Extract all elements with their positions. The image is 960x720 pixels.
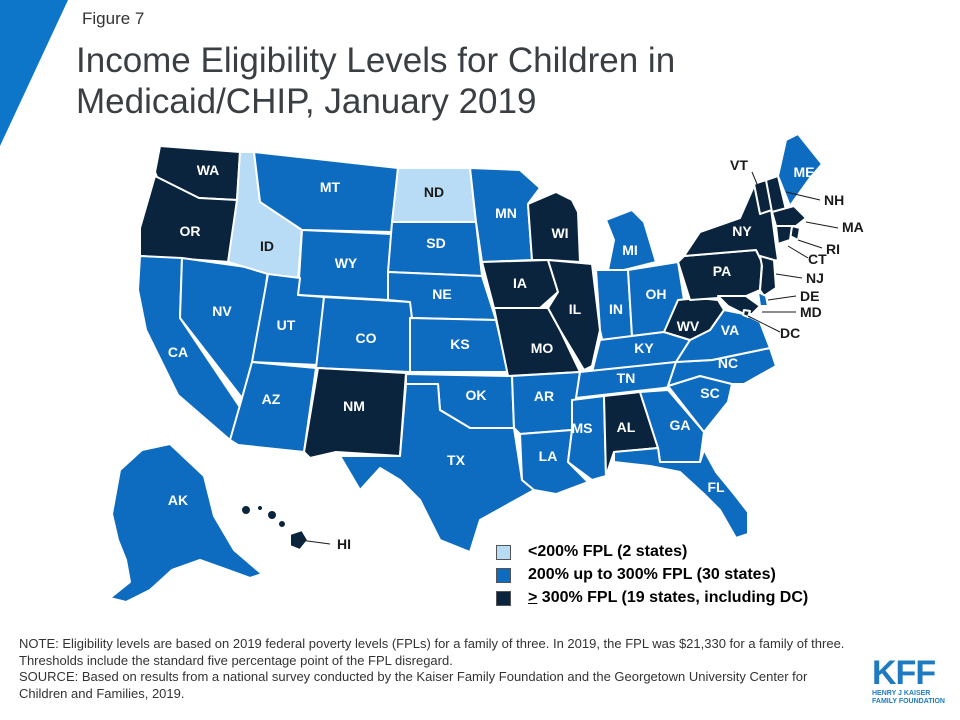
state-CT [775,225,793,245]
state-label-VA: VA [721,322,739,338]
legend-text-high: 300% FPL (19 states, including DC) [537,589,809,606]
state-labels: WA OR CA NV ID MT WY UT AZ CO NM ND SD N… [168,157,864,552]
note-text: NOTE: Eligibility levels are based on 20… [19,636,845,668]
state-label-NH: NH [824,192,844,208]
state-label-NJ: NJ [806,270,824,286]
state-label-MS: MS [572,420,593,436]
state-MA [771,205,807,227]
figure-label: Figure 7 [82,9,145,28]
state-HI [256,504,264,512]
state-MO [493,307,581,377]
state-label-AL: AL [617,419,636,435]
legend-swatch-mid [496,568,511,583]
state-label-AZ: AZ [262,391,281,407]
state-MI [605,209,657,271]
state-label-IA: IA [513,275,527,291]
state-label-MA: MA [842,219,864,235]
state-label-IL: IL [569,301,582,317]
state-label-MN: MN [495,205,517,221]
state-label-SC: SC [700,385,719,401]
state-label-WA: WA [197,162,220,178]
state-HI [289,529,309,551]
footnote: NOTE: Eligibility levels are based on 20… [19,636,854,702]
leader-lines [299,171,839,545]
state-NJ [759,255,777,297]
legend-label-mid: 200% up to 300% FPL (30 states) [528,566,776,583]
state-label-NV: NV [212,303,232,319]
corner-accent [0,0,68,146]
state-label-GA: GA [670,417,691,433]
state-label-OK: OK [466,387,487,403]
logo-mark: KFF [872,654,936,692]
state-label-LA: LA [539,448,558,464]
logo-line-2: FAMILY FOUNDATION [872,698,945,705]
state-DE [757,291,769,307]
state-label-IN: IN [609,301,623,317]
state-DC [742,309,751,318]
state-label-AR: AR [534,388,554,404]
state-WI [527,191,581,263]
state-label-TN: TN [617,370,636,386]
state-FL [613,447,749,539]
logo-line-1: HENRY J KAISER [872,690,931,697]
state-label-DE: DE [800,288,819,304]
state-label-KS: KS [450,336,469,352]
state-label-AK: AK [168,492,188,508]
state-shapes [109,133,823,603]
source-text: SOURCE: Based on results from a national… [19,669,808,701]
state-label-MD: MD [800,304,822,320]
state-label-MI: MI [622,242,638,258]
state-label-SD: SD [426,235,445,251]
us-map: WA OR CA NV ID MT WY UT AZ CO NM ND SD N… [109,133,864,603]
legend-label-low: <200% FPL (2 states) [528,543,688,560]
state-label-KY: KY [634,340,654,356]
state-ME [777,133,823,207]
state-label-WV: WV [677,318,700,334]
legend-prefix-high: > [528,589,538,606]
title-line-1: Income Eligibility Levels for Children i… [76,41,676,80]
state-label-NC: NC [718,355,738,371]
title-line-2: Medicaid/CHIP, January 2019 [76,82,537,121]
state-IL [547,259,601,371]
state-label-OR: OR [180,223,201,239]
state-label-CT: CT [808,251,827,267]
state-label-NE: NE [432,286,451,302]
state-label-MO: MO [531,340,554,356]
state-label-TX: TX [447,452,466,468]
state-label-MT: MT [320,179,341,195]
state-label-WI: WI [551,225,568,241]
kff-logo: KFF HENRY J KAISER FAMILY FOUNDATION [872,656,952,706]
page-title: Income Eligibility Levels for Children i… [76,40,836,122]
state-label-PA: PA [713,263,731,279]
state-HI [277,519,287,529]
state-label-RI: RI [826,241,840,257]
state-label-OH: OH [646,286,667,302]
state-HI [240,504,252,516]
state-label-ND: ND [424,184,444,200]
state-MS [567,395,607,481]
legend-label-high: > 300% FPL (19 states, including DC) [528,589,808,607]
state-TX [339,383,535,553]
state-label-ID: ID [260,238,274,254]
state-label-FL: FL [707,479,725,495]
state-label-WY: WY [335,255,358,271]
state-label-DC: DC [780,325,800,341]
state-label-CO: CO [356,330,377,346]
state-label-HI: HI [337,536,351,552]
state-label-NY: NY [732,223,752,239]
legend-swatch-high [496,591,511,606]
legend-swatch-low [496,545,511,560]
state-label-UT: UT [277,317,296,333]
state-label-ME: ME [794,164,815,180]
state-WV [663,297,725,341]
state-label-CA: CA [168,344,188,360]
state-label-NM: NM [343,398,365,414]
state-AK [109,443,263,603]
state-HI [266,509,278,521]
state-MD [717,295,761,315]
state-label-VT: VT [730,157,748,173]
